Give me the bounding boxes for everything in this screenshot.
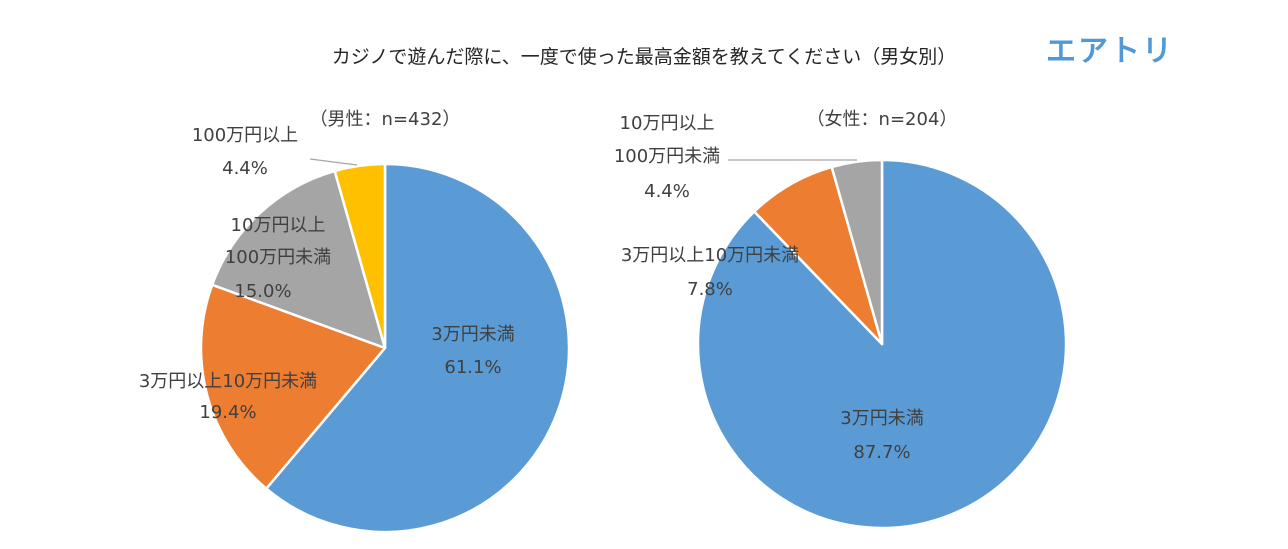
female-slice-10to100 xyxy=(830,158,884,346)
male-slice-under3 xyxy=(265,162,571,534)
male-label-3to10: 3万円以上10万円未満 xyxy=(139,371,317,392)
male-slice-3to10 xyxy=(199,283,387,490)
male-pct-over100: 4.4% xyxy=(222,158,268,179)
female-subtitle: （女性：n=204） xyxy=(807,109,958,130)
male-pct-10to100: 15.0% xyxy=(234,281,291,302)
female-label-under3: 3万円未満 xyxy=(840,408,923,429)
male-leader-over100 xyxy=(309,158,358,166)
female-pct-under3: 87.7% xyxy=(853,442,910,463)
female-pct-3to10: 7.8% xyxy=(687,279,733,300)
female-pct-10to100: 4.4% xyxy=(644,181,690,202)
male-pct-under3: 61.1% xyxy=(444,357,501,378)
female-label-10to100-line1: 10万円以上 xyxy=(620,113,715,134)
female-label-3to10: 3万円以上10万円未満 xyxy=(621,245,799,266)
brand-logo: エアトリ xyxy=(1046,34,1174,69)
male-label-over100: 100万円以上 xyxy=(192,125,298,146)
male-slice-10to100 xyxy=(210,169,387,350)
chart-title: カジノで遊んだ際に、一度で使った最高金額を教えてください（男女別） xyxy=(331,46,957,68)
male-label-10to100-line1: 10万円以上 xyxy=(231,215,326,236)
male-label-under3: 3万円未満 xyxy=(431,324,514,345)
female-label-10to100-line2: 100万円未満 xyxy=(614,146,720,167)
male-subtitle: （男性：n=432） xyxy=(310,109,461,130)
male-pct-3to10: 19.4% xyxy=(199,402,256,423)
male-label-10to100-line2: 100万円未満 xyxy=(225,247,331,268)
male-slice-over100 xyxy=(333,162,387,350)
